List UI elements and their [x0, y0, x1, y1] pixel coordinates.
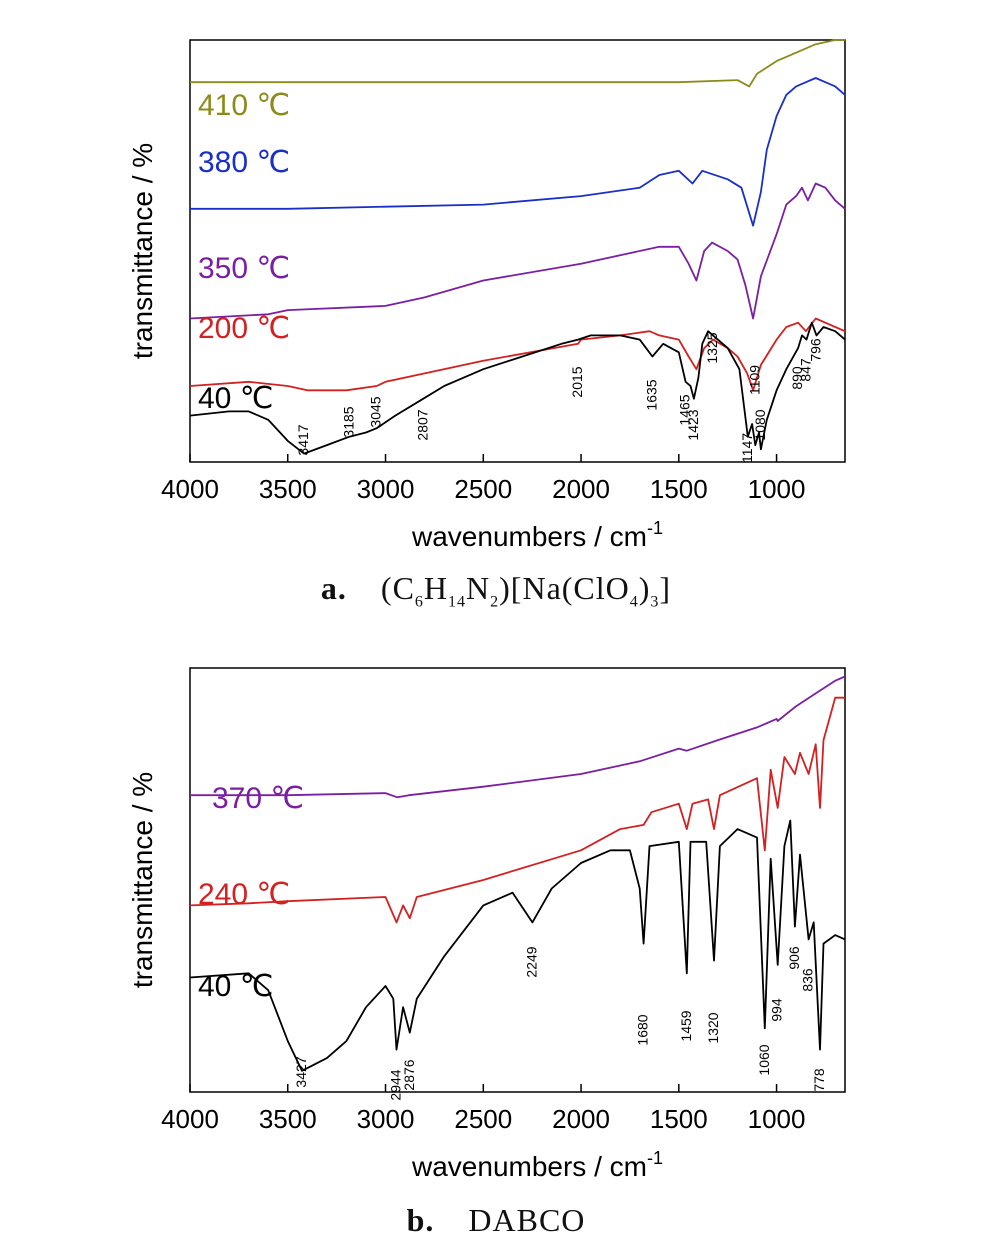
series-line-a-1 — [190, 77, 846, 227]
peak-label: 1465 — [677, 394, 693, 425]
x-axis-label-superscript: -1 — [647, 518, 663, 538]
series-line-a-3 — [189, 317, 846, 392]
series-label: 40 ℃ — [198, 970, 273, 1003]
peak-label: 847 — [798, 358, 814, 382]
series-label: 380 ℃ — [198, 146, 290, 179]
x-tick-label: 3500 — [259, 1104, 317, 1134]
x-tick-label: 1000 — [748, 1104, 806, 1134]
peak-label: 1635 — [643, 379, 659, 410]
peak-label: 1459 — [678, 1010, 694, 1041]
chart-panel-b: 4000 3500 3000 2500 2000 1500 1000 wavenumbers … — [127, 667, 846, 1182]
peak-label: 906 — [786, 946, 802, 970]
x-tick-label: 1500 — [650, 1104, 708, 1134]
peak-label: 1680 — [635, 1014, 651, 1045]
peak-label: 796 — [808, 338, 824, 362]
x-tick-label: 2500 — [454, 1104, 512, 1134]
peak-label: 1423 — [685, 409, 701, 440]
peak-label: 3045 — [368, 396, 384, 427]
x-tick-label: 1500 — [650, 474, 708, 504]
peak-label: 2015 — [569, 366, 585, 397]
x-tick-label: 3000 — [357, 474, 415, 504]
series-label: 370 ℃ — [212, 782, 304, 815]
peak-label: 3417 — [295, 424, 311, 455]
plot-frame — [189, 39, 846, 463]
series-line-b-0 — [190, 675, 846, 799]
caption-a: a. (C6H14N2)[Na(ClO4)3] — [0, 570, 992, 611]
series-label: 350 ℃ — [198, 252, 290, 285]
x-tick-label: 4000 — [161, 1104, 219, 1134]
peak-label: 994 — [769, 998, 785, 1022]
peak-label: 836 — [800, 968, 816, 992]
peak-label: 2807 — [414, 409, 430, 440]
caption-a-formula: (C6H14N2)[Na(ClO4)3] — [380, 570, 672, 611]
peak-label: 1320 — [705, 1012, 721, 1043]
x-axis-label: wavenumbers / cm-1 — [411, 1148, 663, 1182]
x-tick-label: 1000 — [748, 474, 806, 504]
peak-label: 1325 — [704, 332, 720, 363]
series-line-b-2 — [189, 819, 846, 1072]
plot-frame — [189, 667, 846, 1093]
series-label: 40 ℃ — [198, 382, 273, 415]
x-tick-label: 2000 — [552, 474, 610, 504]
caption-b: b. DABCO — [0, 1202, 992, 1239]
series-label: 240 ℃ — [198, 878, 290, 911]
y-axis-label: transmittance / % — [127, 772, 158, 988]
series-line-a-0 — [190, 39, 845, 88]
peak-label: 2944 — [388, 1069, 404, 1100]
x-axis-label: wavenumbers / cm-1 — [411, 518, 663, 552]
peak-label: 778 — [811, 1068, 827, 1092]
y-axis-label: transmittance / % — [127, 143, 158, 359]
x-tick-label: 3000 — [357, 1104, 415, 1134]
series-label: 410 ℃ — [198, 89, 290, 122]
series-label: 200 ℃ — [198, 312, 290, 345]
caption-b-letter: b. — [406, 1202, 435, 1238]
peak-label: 3427 — [293, 1056, 309, 1087]
series-line-a-2 — [189, 182, 846, 320]
x-axis-label-superscript: -1 — [647, 1148, 663, 1168]
x-tick-label: 4000 — [161, 474, 219, 504]
chart-panel-a: 4000 3500 3000 2500 2000 1500 1000 wavenumbers … — [127, 39, 846, 552]
x-tick-label: 3500 — [259, 474, 317, 504]
peak-label: 2876 — [401, 1059, 417, 1090]
peak-label: 1080 — [752, 409, 768, 440]
series-line-b-1 — [189, 696, 845, 924]
peak-label: 3185 — [340, 406, 356, 437]
peak-label: 1060 — [756, 1044, 772, 1075]
series-line-a-4 — [189, 321, 846, 455]
caption-a-letter: a. — [320, 570, 347, 606]
x-tick-label: 2500 — [454, 474, 512, 504]
peak-label: 890 — [789, 366, 805, 390]
x-tick-label: 2000 — [552, 1104, 610, 1134]
peak-label: 2249 — [523, 946, 539, 977]
peak-label: 1147 — [739, 433, 755, 463]
caption-b-text: DABCO — [468, 1202, 586, 1238]
peak-label: 1109 — [746, 365, 762, 395]
